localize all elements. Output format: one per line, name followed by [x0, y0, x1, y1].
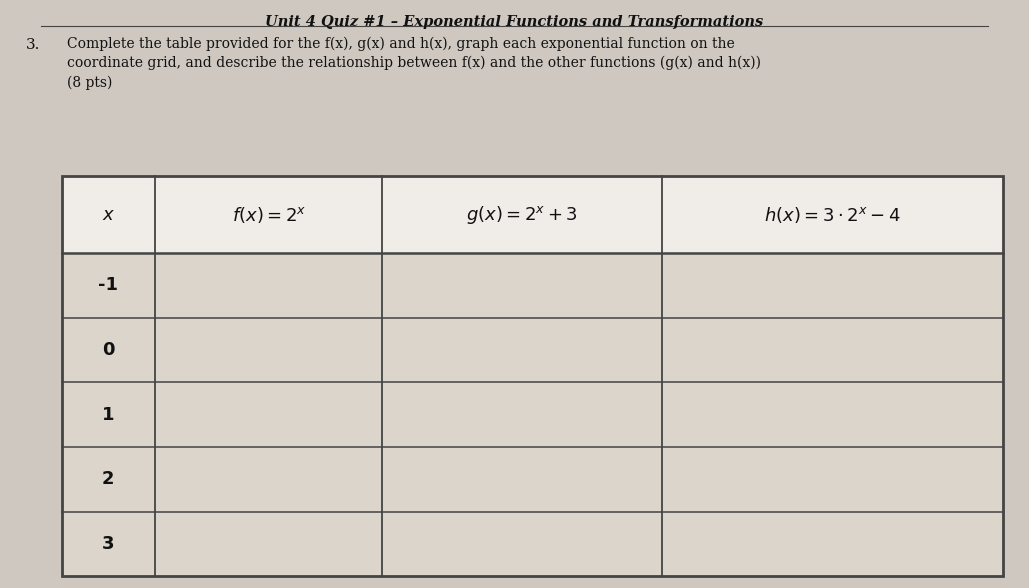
- Text: $x$: $x$: [102, 206, 115, 223]
- Text: 0: 0: [102, 341, 114, 359]
- Text: 1: 1: [102, 406, 114, 423]
- Text: Complete the table provided for the f(x), g(x) and h(x), graph each exponential : Complete the table provided for the f(x)…: [67, 36, 735, 51]
- Bar: [62, 176, 1003, 576]
- Text: 3: 3: [102, 535, 114, 553]
- Text: $f(x) = 2^x$: $f(x) = 2^x$: [232, 205, 306, 225]
- Text: (8 pts): (8 pts): [67, 75, 112, 89]
- Bar: [62, 176, 1003, 253]
- Text: coordinate grid, and describe the relationship between f(x) and the other functi: coordinate grid, and describe the relati…: [67, 56, 760, 70]
- Text: Unit 4 Quiz #1 – Exponential Functions and Transformations: Unit 4 Quiz #1 – Exponential Functions a…: [265, 15, 764, 29]
- Text: -1: -1: [99, 276, 118, 294]
- Text: 3.: 3.: [26, 38, 40, 52]
- Bar: [62, 176, 1003, 576]
- Text: $g(x) = 2^x + 3$: $g(x) = 2^x + 3$: [466, 203, 578, 226]
- Text: 2: 2: [102, 470, 114, 488]
- Text: $h(x) = 3 \cdot 2^x - 4$: $h(x) = 3 \cdot 2^x - 4$: [765, 205, 900, 225]
